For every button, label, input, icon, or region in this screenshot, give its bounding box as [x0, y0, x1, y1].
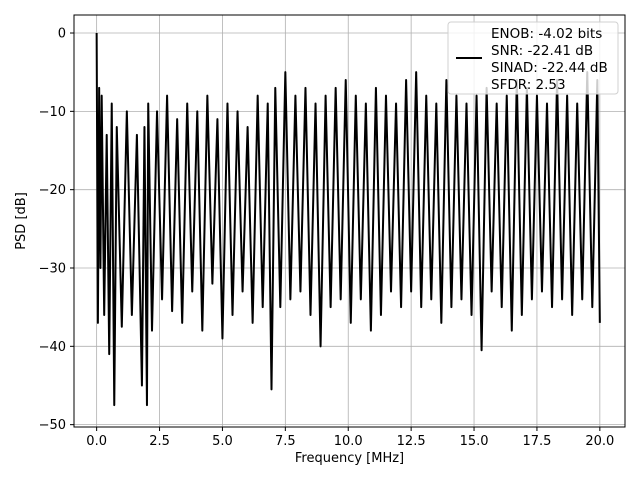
x-tick-label: 17.5 — [522, 434, 551, 449]
legend: ENOB: -4.02 bits SNR: -22.41 dB SINAD: -… — [447, 21, 619, 95]
x-tick-label: 0.0 — [86, 434, 107, 449]
y-tick-label: −40 — [39, 340, 66, 355]
x-axis-ticks: 0.0 2.5 5.0 7.5 10.0 12.5 15.0 17.5 20.0 — [86, 427, 614, 449]
y-axis-ticks: 0 −10 −20 −30 −40 −50 — [39, 27, 74, 433]
y-tick-label: −50 — [39, 418, 66, 433]
x-tick-label: 10.0 — [334, 434, 363, 449]
x-tick-label: 7.5 — [275, 434, 296, 449]
y-tick-label: −30 — [39, 261, 66, 276]
y-tick-label: −10 — [39, 105, 66, 120]
x-tick-label: 2.5 — [149, 434, 170, 449]
x-tick-label: 12.5 — [397, 434, 426, 449]
plot-frame — [73, 14, 626, 428]
legend-sfdr: SFDR: 2.53 — [491, 77, 566, 93]
legend-enob: ENOB: -4.02 bits — [491, 26, 602, 42]
psd-series-line-0 — [95, 33, 601, 407]
y-tick-label: −20 — [39, 183, 66, 198]
series-layer — [95, 33, 601, 407]
x-tick-label: 5.0 — [212, 434, 233, 449]
y-axis-label: PSD [dB] — [14, 192, 29, 250]
legend-sinad: SINAD: -22.44 dB — [491, 60, 608, 76]
x-axis-label: Frequency [MHz] — [295, 451, 404, 466]
y-tick-label: 0 — [58, 27, 66, 42]
legend-snr: SNR: -22.41 dB — [491, 43, 593, 59]
x-tick-label: 20.0 — [585, 434, 614, 449]
legend-box — [447, 21, 619, 95]
x-tick-label: 15.0 — [460, 434, 489, 449]
